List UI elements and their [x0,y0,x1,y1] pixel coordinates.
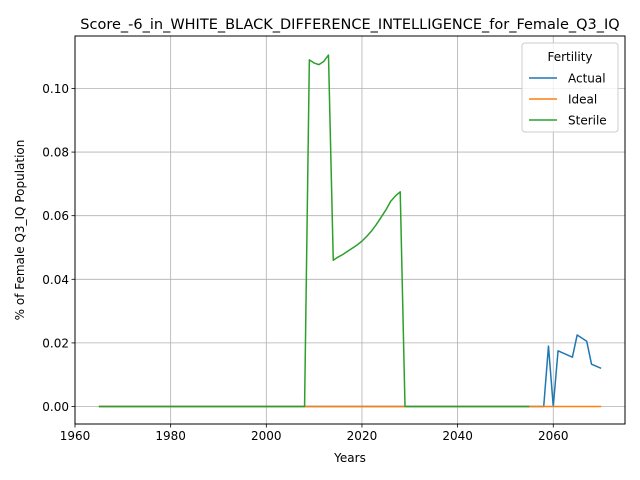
x-axis-label: Years [333,451,366,465]
legend-box [521,42,619,133]
y-tick-label: 0.02 [42,336,69,350]
legend-label-actual: Actual [568,72,606,86]
y-tick-label: 0.04 [42,273,69,287]
series-lines [98,54,602,408]
plot-frame [74,35,626,425]
legend: Fertility Actual Ideal Sterile [521,42,619,133]
legend-label-sterile: Sterile [568,114,607,128]
legend-label-ideal: Ideal [568,93,597,107]
y-tick-label: 0.10 [42,82,69,96]
y-tick-label: 0.08 [42,146,69,160]
series-line-sterile [98,54,530,408]
y-tick-label: 0.00 [42,400,69,414]
legend-title: Fertility [547,50,592,64]
y-axis-label: % of Female Q3_IQ Population [13,140,27,321]
x-tick-label: 2060 [538,429,569,443]
x-tick-label: 1960 [60,429,91,443]
x-tick-label: 1980 [155,429,186,443]
chart-title: Score_-6_in_WHITE_BLACK_DIFFERENCE_INTEL… [80,17,619,33]
x-tick-label: 2040 [442,429,473,443]
axis-ticks: 1960 1980 2000 2020 2040 2060 0.00 0.02 0.04 0.06… [42,82,568,443]
x-tick-label: 2020 [347,429,378,443]
grid-lines [74,36,625,424]
x-tick-label: 2000 [251,429,282,443]
y-tick-label: 0.06 [42,209,69,223]
